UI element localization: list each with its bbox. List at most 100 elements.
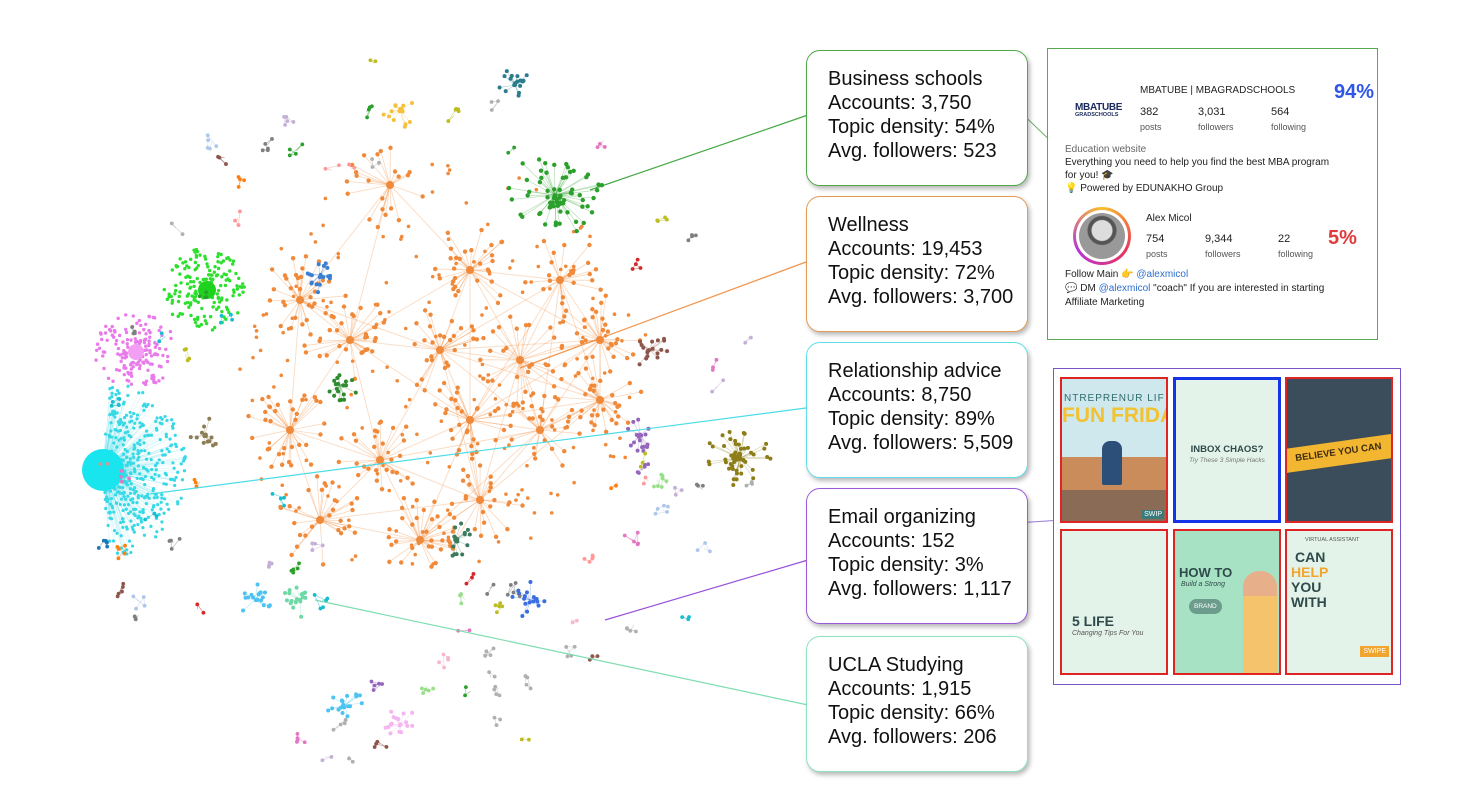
olive-node: [731, 456, 736, 461]
relationship-node: [135, 417, 139, 421]
relationship-node: [125, 483, 130, 487]
wellness-node: [278, 323, 283, 329]
wellness-node: [467, 482, 472, 487]
pink-node: [126, 345, 130, 349]
relationship-node: [107, 433, 111, 437]
small-cluster-node: [673, 492, 678, 497]
wellness-node: [417, 541, 421, 546]
small-cluster-node: [180, 232, 185, 237]
small-cluster-node: [494, 692, 499, 697]
relationship-node: [121, 458, 125, 463]
wellness-node: [398, 479, 403, 483]
wellness-node: [285, 358, 290, 363]
wellness-node: [464, 201, 469, 205]
relationship-node: [183, 455, 187, 459]
small-cluster-node: [464, 581, 469, 586]
lime-node: [202, 314, 207, 318]
small-cluster-node: [503, 89, 508, 94]
relationship-node: [135, 476, 139, 480]
business-node: [581, 220, 586, 226]
pink-node: [99, 332, 103, 336]
relationship-node: [113, 487, 117, 491]
pink-node: [121, 340, 125, 344]
lime-node: [219, 261, 223, 265]
business-node: [547, 205, 552, 210]
small-cluster-node: [542, 599, 547, 604]
relationship-node: [151, 488, 155, 493]
wellness-node: [439, 419, 444, 424]
pink-node: [125, 342, 129, 346]
wellness-node: [374, 322, 379, 327]
small-cluster-node: [516, 588, 521, 593]
wellness-node: [378, 148, 384, 154]
small-cluster-node: [687, 615, 691, 619]
wellness-node: [387, 310, 391, 314]
relationship-node: [155, 428, 159, 432]
olive-node: [764, 441, 769, 446]
wellness-node: [591, 428, 595, 433]
small-cluster-node: [655, 351, 660, 356]
pink-node: [147, 314, 151, 319]
small-cluster-node: [335, 376, 340, 381]
pink-node: [135, 321, 139, 325]
lime-node: [225, 256, 229, 261]
wellness-node: [493, 437, 498, 443]
wellness-node: [358, 305, 363, 311]
small-cluster-node: [632, 539, 636, 544]
wellness-node: [462, 249, 468, 254]
pink-node: [169, 336, 173, 341]
small-cluster-node: [397, 729, 402, 734]
wellness-node: [304, 458, 309, 463]
pink-node: [150, 362, 154, 366]
small-cluster-node: [632, 440, 637, 445]
small-cluster-node: [377, 681, 381, 686]
wellness-hub: [286, 426, 294, 434]
pink-node: [138, 338, 143, 343]
relationship-node: [108, 502, 112, 506]
small-cluster-node: [590, 654, 595, 659]
small-cluster-node: [423, 687, 428, 692]
wellness-node: [452, 347, 457, 353]
wellness-node: [300, 397, 305, 403]
relationship-node: [165, 502, 169, 506]
pink-node: [153, 380, 158, 385]
relationship-node: [110, 395, 114, 399]
connector-business: [589, 114, 809, 191]
small-cluster-node: [121, 581, 126, 586]
business-node: [585, 204, 590, 209]
pink-node: [125, 337, 130, 342]
small-cluster-node: [127, 476, 131, 481]
small-cluster-node: [421, 691, 426, 695]
relationship-node: [154, 419, 158, 423]
wellness-node: [345, 405, 349, 410]
wellness-node: [353, 438, 359, 443]
wellness-node: [591, 296, 595, 301]
wellness-node: [595, 412, 600, 418]
small-cluster-node: [506, 150, 511, 155]
relationship-node: [180, 478, 185, 482]
small-cluster-node: [523, 601, 528, 606]
wellness-node: [386, 450, 390, 455]
small-cluster-node: [192, 477, 197, 482]
business-node: [561, 198, 567, 203]
relationship-node: [137, 391, 141, 395]
wellness-node: [600, 316, 605, 321]
wellness-node: [281, 330, 285, 335]
lime-node: [210, 273, 214, 277]
wellness-node: [549, 260, 554, 265]
lime-node: [200, 306, 204, 311]
wellness-node: [450, 282, 455, 286]
small-cluster-node: [299, 614, 304, 619]
wellness-node: [399, 505, 405, 511]
callout-ucla-studying: UCLA Studying Accounts: 1,915 Topic dens…: [806, 636, 1028, 772]
small-cluster-node: [452, 534, 457, 539]
business-node: [554, 199, 559, 205]
wellness-node: [520, 400, 526, 405]
lime-node: [196, 315, 200, 320]
relationship-node: [162, 511, 166, 515]
following-count: 564: [1271, 106, 1290, 118]
wellness-node: [613, 409, 618, 414]
wellness-node: [508, 266, 512, 270]
small-cluster-node: [494, 723, 499, 728]
wellness-node: [318, 399, 323, 405]
